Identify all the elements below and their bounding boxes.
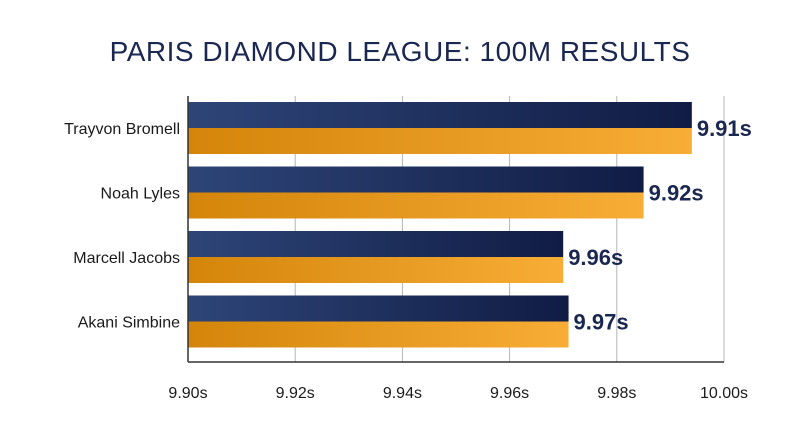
x-tick-label: 9.90s	[168, 385, 207, 402]
bar-bottom-segment	[188, 192, 644, 219]
value-label: 9.96s	[568, 245, 623, 270]
chart-title: PARIS DIAMOND LEAGUE: 100M RESULTS	[109, 36, 691, 67]
category-label: Noah Lyles	[101, 186, 180, 203]
x-tick-label: 9.96s	[490, 385, 529, 402]
value-label: 9.92s	[649, 181, 704, 206]
x-tick-label: 10.00s	[700, 385, 748, 402]
labels: 9.90s 9.92s 9.94s 9.96s 9.98s 10.00s Trayvon B…	[64, 116, 752, 402]
bar-bottom-segment	[188, 321, 569, 348]
bars	[188, 102, 692, 348]
bar-top-segment	[188, 166, 644, 193]
x-tick-label: 9.92s	[276, 385, 315, 402]
bar-top-segment	[188, 231, 564, 257]
value-label: 9.97s	[574, 310, 629, 335]
bar-bottom-segment	[188, 257, 564, 283]
category-label: Trayvon Bromell	[64, 121, 180, 138]
value-label: 9.91s	[697, 116, 752, 141]
bar-top-segment	[188, 102, 692, 128]
bar-top-segment	[188, 295, 569, 322]
axes	[187, 96, 724, 363]
category-label: Marcell Jacobs	[73, 250, 180, 267]
category-label: Akani Simbine	[78, 315, 180, 332]
x-tick-label: 9.98s	[597, 385, 636, 402]
x-tick-label: 9.94s	[383, 385, 422, 402]
bar-bottom-segment	[188, 128, 692, 154]
